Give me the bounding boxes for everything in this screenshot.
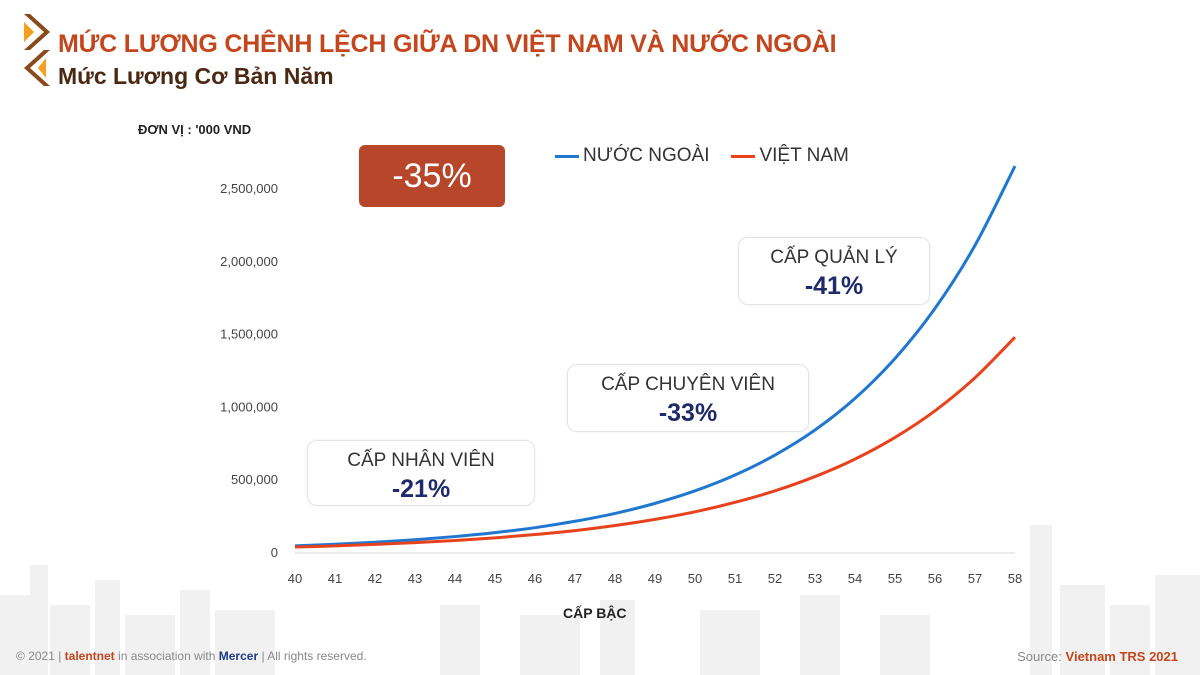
legend-swatch <box>731 154 756 158</box>
source-label: Source: <box>1017 649 1062 664</box>
x-tick-label: 41 <box>328 571 342 586</box>
legend-label: VIỆT NAM <box>759 145 849 166</box>
annotation-label: CẤP CHUYÊN VIÊN <box>601 374 775 395</box>
chart-legend: NƯỚC NGOÀI VIỆT NAM <box>555 145 849 167</box>
footer-copyright: © 2021 | talentnet in association with M… <box>16 649 367 663</box>
x-tick-label: 48 <box>608 571 622 586</box>
x-tick-label: 58 <box>1008 571 1022 586</box>
x-tick-label: 52 <box>768 571 782 586</box>
legend-item-vietnam: VIỆT NAM <box>731 145 849 167</box>
y-tick-label: 2,500,000 <box>220 181 278 196</box>
x-tick-label: 51 <box>728 571 742 586</box>
legend-item-foreign: NƯỚC NGOÀI <box>555 145 709 167</box>
annotation-manager: CẤP QUẢN LÝ -41% <box>738 237 930 305</box>
annotation-label: CẤP NHÂN VIÊN <box>347 450 495 471</box>
overall-gap-badge: -35% <box>359 145 505 207</box>
x-tick-label: 44 <box>448 571 462 586</box>
annotation-value: -41% <box>804 272 864 300</box>
legend-label: NƯỚC NGOÀI <box>583 145 710 166</box>
x-tick-label: 47 <box>568 571 582 586</box>
x-tick-label: 46 <box>528 571 542 586</box>
copyright-text: © 2021 | <box>16 649 62 663</box>
y-tick-label: 1,000,000 <box>220 399 278 414</box>
x-tick-label: 56 <box>928 571 942 586</box>
x-tick-label: 40 <box>288 571 302 586</box>
footer-source: Source: Vietnam TRS 2021 <box>1017 649 1178 664</box>
y-tick-label: 2,000,000 <box>220 254 278 269</box>
annotation-value: -21% <box>391 475 451 503</box>
annotation-specialist: CẤP CHUYÊN VIÊN -33% <box>567 364 809 432</box>
x-tick-label: 45 <box>488 571 502 586</box>
annotation-value: -33% <box>658 399 718 427</box>
x-axis-label: CẤP BẬC <box>563 605 627 621</box>
mercer-logo: Mercer <box>218 649 259 663</box>
x-tick-label: 42 <box>368 571 382 586</box>
talentnet-logo: talentnet <box>64 649 115 663</box>
annotation-label: CẤP QUẢN LÝ <box>770 247 898 268</box>
page-title: MỨC LƯƠNG CHÊNH LỆCH GIỮA DN VIỆT NAM VÀ… <box>58 30 837 58</box>
x-tick-label: 53 <box>808 571 822 586</box>
unit-label: ĐƠN VỊ : '000 VND <box>138 122 252 137</box>
brand-logo-icon <box>24 14 50 86</box>
x-tick-label: 49 <box>648 571 662 586</box>
x-tick-label: 57 <box>968 571 982 586</box>
skyline-background <box>0 525 1200 675</box>
source-value: Vietnam TRS 2021 <box>1065 649 1178 664</box>
legend-swatch <box>555 154 579 158</box>
x-tick-label: 43 <box>408 571 422 586</box>
x-tick-label: 50 <box>688 571 702 586</box>
y-tick-label: 0 <box>271 545 278 560</box>
y-tick-label: 1,500,000 <box>220 327 278 342</box>
rights-text: | All rights reserved. <box>261 649 367 663</box>
association-text: in association with <box>118 649 216 663</box>
page-subtitle: Mức Lương Cơ Bản Năm <box>58 63 334 89</box>
y-tick-label: 500,000 <box>231 472 278 487</box>
x-tick-label: 55 <box>888 571 902 586</box>
x-tick-label: 54 <box>848 571 862 586</box>
annotation-staff: CẤP NHÂN VIÊN -21% <box>307 440 535 506</box>
